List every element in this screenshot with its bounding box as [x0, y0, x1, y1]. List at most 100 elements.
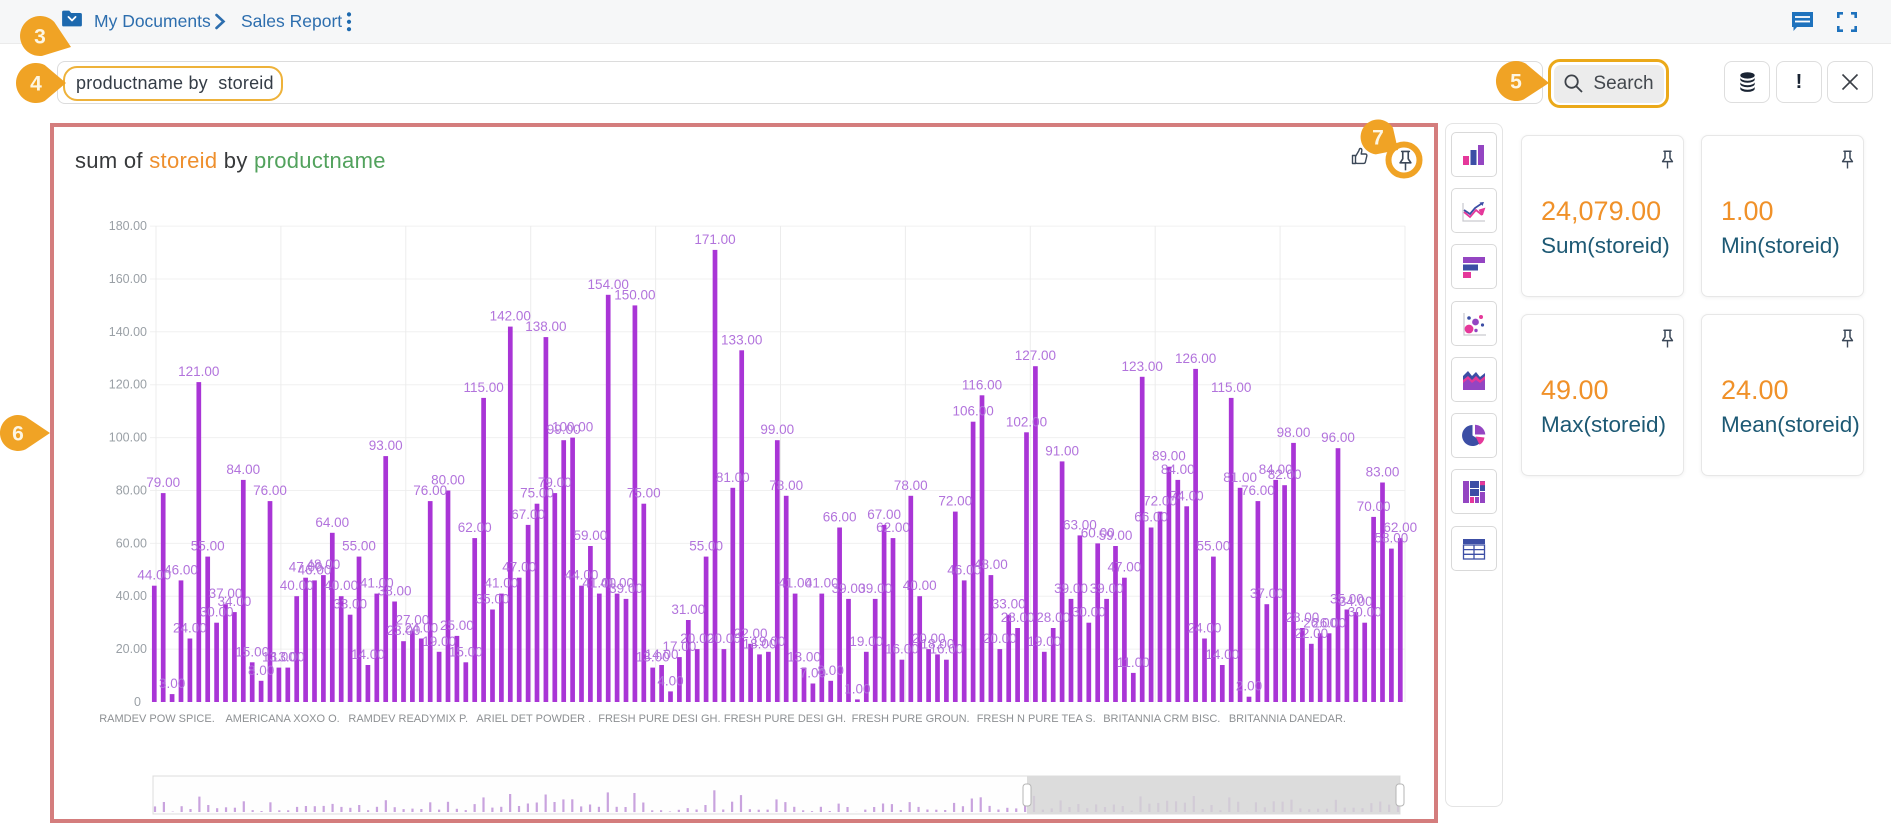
- svg-text:80.00: 80.00: [116, 484, 147, 498]
- svg-text:70.00: 70.00: [1357, 499, 1391, 514]
- svg-text:123.00: 123.00: [1122, 359, 1163, 374]
- svg-text:33.00: 33.00: [992, 597, 1026, 612]
- svg-text:66.00: 66.00: [823, 510, 857, 525]
- svg-text:40.00: 40.00: [903, 578, 937, 593]
- svg-text:60.00: 60.00: [1081, 525, 1115, 540]
- svg-text:60.00: 60.00: [116, 536, 147, 550]
- svg-text:82.00: 82.00: [1268, 467, 1302, 482]
- svg-text:14.00: 14.00: [645, 647, 679, 662]
- svg-text:93.00: 93.00: [369, 438, 403, 453]
- svg-text:78.00: 78.00: [894, 478, 928, 493]
- svg-text:46.00: 46.00: [947, 562, 981, 577]
- svg-text:RAMDEV POW SPICE.: RAMDEV POW SPICE.: [99, 713, 215, 725]
- svg-text:44.00: 44.00: [137, 568, 171, 583]
- svg-text:40.00: 40.00: [324, 578, 358, 593]
- svg-text:13.00: 13.00: [271, 650, 305, 665]
- svg-text:28.00: 28.00: [1286, 610, 1320, 625]
- svg-text:102.00: 102.00: [1006, 414, 1047, 429]
- svg-text:40.00: 40.00: [280, 578, 314, 593]
- svg-text:171.00: 171.00: [694, 232, 735, 247]
- svg-text:72.00: 72.00: [938, 494, 972, 509]
- svg-text:1.00: 1.00: [844, 681, 870, 696]
- svg-text:13.00: 13.00: [262, 650, 296, 665]
- svg-text:84.00: 84.00: [1259, 462, 1293, 477]
- svg-text:24.00: 24.00: [173, 621, 207, 636]
- svg-text:59.00: 59.00: [574, 528, 608, 543]
- svg-text:138.00: 138.00: [525, 319, 566, 334]
- svg-text:6: 6: [12, 423, 24, 446]
- svg-text:19.00: 19.00: [1027, 634, 1061, 649]
- svg-text:99.00: 99.00: [547, 422, 581, 437]
- svg-text:20.00: 20.00: [116, 642, 147, 656]
- svg-text:126.00: 126.00: [1175, 351, 1216, 366]
- svg-text:76.00: 76.00: [1241, 483, 1275, 498]
- svg-text:55.00: 55.00: [1197, 539, 1231, 554]
- svg-text:31.00: 31.00: [671, 602, 705, 617]
- svg-text:39.00: 39.00: [609, 581, 643, 596]
- svg-text:41.00: 41.00: [485, 576, 519, 591]
- svg-text:41.00: 41.00: [805, 576, 839, 591]
- svg-text:83.00: 83.00: [1366, 465, 1400, 480]
- svg-text:150.00: 150.00: [614, 287, 655, 302]
- svg-text:55.00: 55.00: [191, 539, 225, 554]
- svg-text:40.00: 40.00: [116, 589, 147, 603]
- svg-text:99.00: 99.00: [760, 422, 794, 437]
- svg-text:15.00: 15.00: [235, 644, 269, 659]
- svg-text:66.00: 66.00: [1134, 510, 1168, 525]
- svg-text:30.00: 30.00: [200, 605, 234, 620]
- svg-text:4.00: 4.00: [657, 673, 683, 688]
- svg-text:8.00: 8.00: [818, 663, 844, 678]
- svg-text:5: 5: [1510, 71, 1522, 94]
- svg-text:34.00: 34.00: [1339, 594, 1373, 609]
- svg-text:RAMDEV READYMIX P.: RAMDEV READYMIX P.: [348, 713, 468, 725]
- svg-text:2.00: 2.00: [1236, 679, 1262, 694]
- svg-text:35.00: 35.00: [1330, 592, 1364, 607]
- svg-text:26.00: 26.00: [1312, 615, 1346, 630]
- svg-text:160.00: 160.00: [109, 272, 147, 286]
- svg-text:11.00: 11.00: [1117, 655, 1150, 670]
- svg-text:41.00: 41.00: [778, 576, 812, 591]
- svg-text:46.00: 46.00: [298, 562, 332, 577]
- svg-text:63.00: 63.00: [1063, 517, 1097, 532]
- svg-text:58.00: 58.00: [1375, 531, 1409, 546]
- svg-text:0: 0: [134, 695, 141, 709]
- svg-text:75.00: 75.00: [627, 486, 661, 501]
- svg-text:59.00: 59.00: [1099, 528, 1133, 543]
- svg-text:30.00: 30.00: [1348, 605, 1382, 620]
- svg-text:116.00: 116.00: [962, 377, 1002, 392]
- svg-text:22.00: 22.00: [1294, 626, 1328, 641]
- svg-text:3: 3: [34, 26, 46, 49]
- svg-text:14.00: 14.00: [351, 647, 385, 662]
- svg-text:17.00: 17.00: [663, 639, 697, 654]
- svg-text:96.00: 96.00: [1321, 430, 1355, 445]
- svg-text:55.00: 55.00: [689, 539, 723, 554]
- svg-text:4: 4: [30, 73, 42, 96]
- svg-text:142.00: 142.00: [490, 309, 531, 324]
- svg-text:80.00: 80.00: [431, 473, 465, 488]
- svg-text:7: 7: [1372, 127, 1384, 150]
- svg-text:47.00: 47.00: [1108, 560, 1142, 575]
- svg-text:22.00: 22.00: [734, 626, 768, 641]
- svg-text:19.00: 19.00: [752, 634, 786, 649]
- svg-text:3.00: 3.00: [159, 676, 185, 691]
- svg-text:25.00: 25.00: [440, 618, 474, 633]
- svg-text:121.00: 121.00: [178, 364, 219, 379]
- svg-text:20.00: 20.00: [707, 631, 741, 646]
- svg-text:89.00: 89.00: [1152, 449, 1186, 464]
- svg-text:14.00: 14.00: [1205, 647, 1239, 662]
- svg-text:133.00: 133.00: [721, 332, 762, 347]
- svg-text:16.00: 16.00: [885, 642, 919, 657]
- svg-text:84.00: 84.00: [226, 462, 260, 477]
- svg-text:34.00: 34.00: [218, 594, 252, 609]
- svg-text:78.00: 78.00: [769, 478, 803, 493]
- svg-text:38.00: 38.00: [378, 584, 412, 599]
- svg-text:67.00: 67.00: [867, 507, 901, 522]
- svg-text:76.00: 76.00: [253, 483, 287, 498]
- svg-text:74.00: 74.00: [1170, 488, 1204, 503]
- svg-text:33.00: 33.00: [333, 597, 367, 612]
- svg-text:39.00: 39.00: [832, 581, 866, 596]
- svg-text:115.00: 115.00: [463, 380, 503, 395]
- svg-text:AMERICANA XOXO O.: AMERICANA XOXO O.: [225, 713, 339, 725]
- svg-text:106.00: 106.00: [952, 404, 993, 419]
- svg-text:100.00: 100.00: [552, 420, 593, 435]
